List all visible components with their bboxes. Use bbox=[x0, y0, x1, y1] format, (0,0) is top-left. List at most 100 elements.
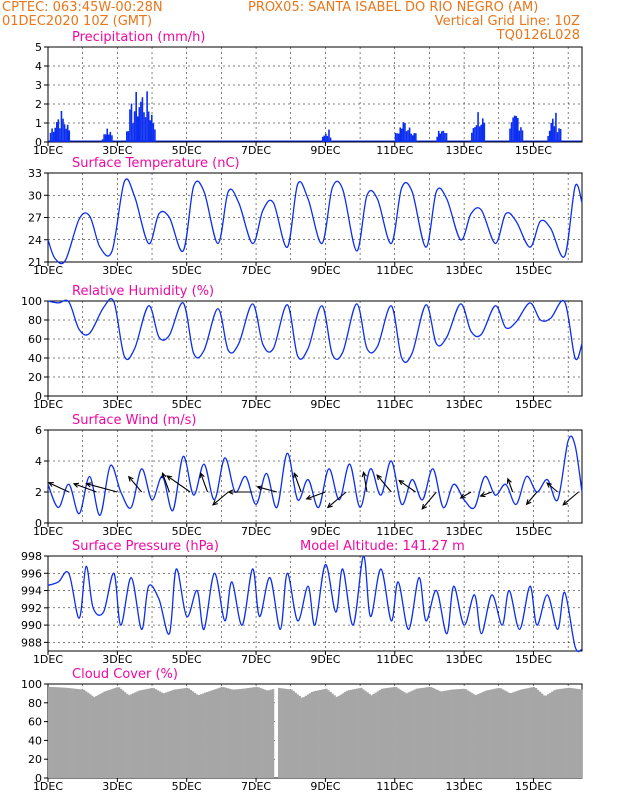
cloud-bar bbox=[105, 690, 108, 778]
x-tick-label: 7DEC bbox=[241, 525, 271, 538]
precip-bar bbox=[548, 130, 551, 142]
cloud-bar bbox=[144, 689, 147, 778]
wind-arrow bbox=[507, 478, 514, 493]
y-tick-label: 27 bbox=[28, 212, 42, 225]
cloud-bar bbox=[345, 690, 349, 778]
cloud-bar bbox=[351, 689, 355, 778]
cloud-bar bbox=[113, 688, 117, 778]
precip-bar bbox=[480, 124, 483, 142]
cloud-bar bbox=[111, 688, 115, 778]
cloud-bar bbox=[569, 687, 573, 778]
cloud-bar bbox=[121, 690, 125, 778]
cloud-bar bbox=[232, 689, 236, 778]
cloud-bar bbox=[557, 689, 560, 778]
cloud-bar bbox=[95, 695, 98, 778]
cloud-bar bbox=[163, 693, 166, 778]
x-tick-label: 7DEC bbox=[241, 653, 271, 666]
cloud-bar bbox=[335, 696, 338, 778]
cloud-bar bbox=[403, 692, 406, 778]
cloud-bar bbox=[140, 690, 143, 778]
cloud-bar bbox=[117, 687, 121, 778]
cloud-bar bbox=[542, 695, 546, 778]
y-tick-label: 2 bbox=[35, 486, 42, 499]
cloud-bar bbox=[508, 692, 511, 778]
cloud-bar bbox=[130, 694, 133, 778]
y-tick-label: 40 bbox=[28, 352, 42, 365]
cloud-bar bbox=[579, 689, 583, 778]
cloud-bar bbox=[536, 689, 540, 778]
cloud-bar bbox=[323, 689, 326, 778]
precip-bar bbox=[325, 133, 327, 142]
wind-arrowhead bbox=[305, 494, 312, 500]
cloud-bar bbox=[419, 688, 423, 778]
x-tick-label: 3DEC bbox=[102, 398, 132, 411]
cloud-bar bbox=[506, 691, 509, 778]
precip-bar bbox=[477, 112, 479, 142]
precip-bar bbox=[550, 122, 553, 142]
cloud-bar bbox=[577, 689, 581, 778]
cloud-bar bbox=[310, 691, 314, 778]
x-tick-label: 13DEC bbox=[446, 264, 483, 277]
precip-bar bbox=[109, 131, 112, 142]
y-tick-label: 2 bbox=[35, 98, 42, 111]
cloud-bar bbox=[497, 687, 501, 778]
wind-arrowhead bbox=[72, 482, 80, 488]
cloud-bar bbox=[532, 686, 536, 778]
cloud-bar bbox=[265, 690, 269, 778]
precip-bar bbox=[135, 91, 137, 142]
x-tick-label: 7DEC bbox=[241, 780, 271, 793]
cloud-bar bbox=[64, 687, 67, 778]
cloud-bar bbox=[128, 695, 131, 778]
cloud-bar bbox=[399, 689, 402, 778]
panel-annotation: Model Altitude: 141.27 m bbox=[300, 539, 465, 554]
x-tick-label: 13DEC bbox=[446, 653, 483, 666]
precip-bar bbox=[471, 132, 473, 142]
cloud-bar bbox=[230, 689, 234, 778]
precip-bar bbox=[149, 120, 152, 142]
cloud-bar bbox=[411, 690, 414, 778]
y-tick-label: 30 bbox=[28, 189, 42, 202]
cloud-bar bbox=[119, 688, 123, 778]
cloud-bar bbox=[109, 689, 112, 778]
x-tick-label: 3DEC bbox=[102, 653, 132, 666]
x-tick-label: 11DEC bbox=[376, 653, 413, 666]
x-tick-label: 11DEC bbox=[376, 264, 413, 277]
header-left-line2: 01DEC2020 10Z (GMT) bbox=[2, 14, 153, 29]
cloud-bar bbox=[555, 689, 558, 778]
cloud-bar bbox=[415, 688, 418, 778]
cloud-bar bbox=[271, 689, 275, 778]
cloud-bar bbox=[360, 687, 363, 778]
precip-bar bbox=[442, 130, 445, 142]
precip-bar bbox=[54, 127, 57, 142]
cloud-bar bbox=[413, 689, 416, 778]
header-right-line1: PROX05: SANTA ISABEL DO RIO NEGRO (AM) bbox=[248, 0, 539, 15]
cloud-bar bbox=[245, 688, 248, 778]
cloud-bar bbox=[263, 689, 267, 778]
cloud-bar bbox=[187, 688, 191, 778]
cloud-bar bbox=[427, 687, 431, 778]
x-tick-label: 15DEC bbox=[515, 653, 552, 666]
cloud-bar bbox=[220, 687, 223, 778]
cloud-bar bbox=[255, 686, 258, 778]
y-tick-label: 0 bbox=[35, 136, 42, 149]
cloud-bar bbox=[171, 690, 174, 778]
x-tick-label: 5DEC bbox=[172, 780, 202, 793]
cloud-bar bbox=[251, 687, 254, 778]
cloud-bar bbox=[386, 687, 390, 778]
cloud-bar bbox=[306, 694, 310, 778]
cloud-bar bbox=[493, 688, 497, 778]
precip-bar bbox=[397, 133, 400, 142]
x-tick-label: 13DEC bbox=[446, 144, 483, 157]
cloud-bar bbox=[487, 690, 490, 778]
cloud-bar bbox=[76, 688, 80, 778]
cloud-bar bbox=[234, 689, 238, 778]
y-tick-label: 21 bbox=[28, 256, 42, 269]
precip-bar bbox=[129, 109, 131, 142]
precip-bar bbox=[52, 131, 55, 142]
cloud-bar bbox=[520, 689, 523, 778]
wind-arrow bbox=[257, 486, 277, 493]
cloud-bar bbox=[132, 693, 135, 778]
x-tick-label: 11DEC bbox=[376, 780, 413, 793]
y-tick-label: 0 bbox=[35, 772, 42, 785]
precip-bar bbox=[396, 133, 398, 142]
